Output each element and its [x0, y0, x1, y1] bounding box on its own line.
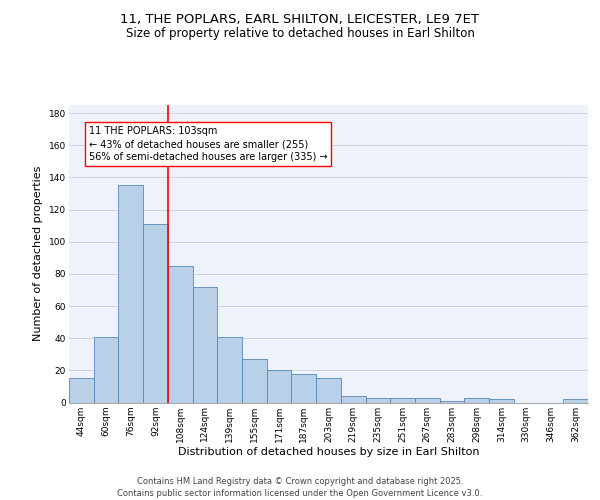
- Bar: [341, 396, 365, 402]
- Bar: [217, 336, 242, 402]
- Bar: [316, 378, 341, 402]
- Bar: [267, 370, 292, 402]
- Bar: [415, 398, 440, 402]
- X-axis label: Distribution of detached houses by size in Earl Shilton: Distribution of detached houses by size …: [178, 447, 479, 457]
- Bar: [69, 378, 94, 402]
- Bar: [94, 336, 118, 402]
- Bar: [563, 400, 588, 402]
- Bar: [464, 398, 489, 402]
- Bar: [193, 286, 217, 403]
- Y-axis label: Number of detached properties: Number of detached properties: [34, 166, 43, 342]
- Bar: [489, 400, 514, 402]
- Bar: [118, 186, 143, 402]
- Bar: [365, 398, 390, 402]
- Bar: [390, 398, 415, 402]
- Text: Size of property relative to detached houses in Earl Shilton: Size of property relative to detached ho…: [125, 28, 475, 40]
- Bar: [143, 224, 168, 402]
- Bar: [168, 266, 193, 402]
- Text: Contains HM Land Registry data © Crown copyright and database right 2025.
Contai: Contains HM Land Registry data © Crown c…: [118, 476, 482, 498]
- Bar: [292, 374, 316, 402]
- Bar: [440, 401, 464, 402]
- Text: 11, THE POPLARS, EARL SHILTON, LEICESTER, LE9 7ET: 11, THE POPLARS, EARL SHILTON, LEICESTER…: [121, 12, 479, 26]
- Text: 11 THE POPLARS: 103sqm
← 43% of detached houses are smaller (255)
56% of semi-de: 11 THE POPLARS: 103sqm ← 43% of detached…: [89, 126, 328, 162]
- Bar: [242, 359, 267, 403]
